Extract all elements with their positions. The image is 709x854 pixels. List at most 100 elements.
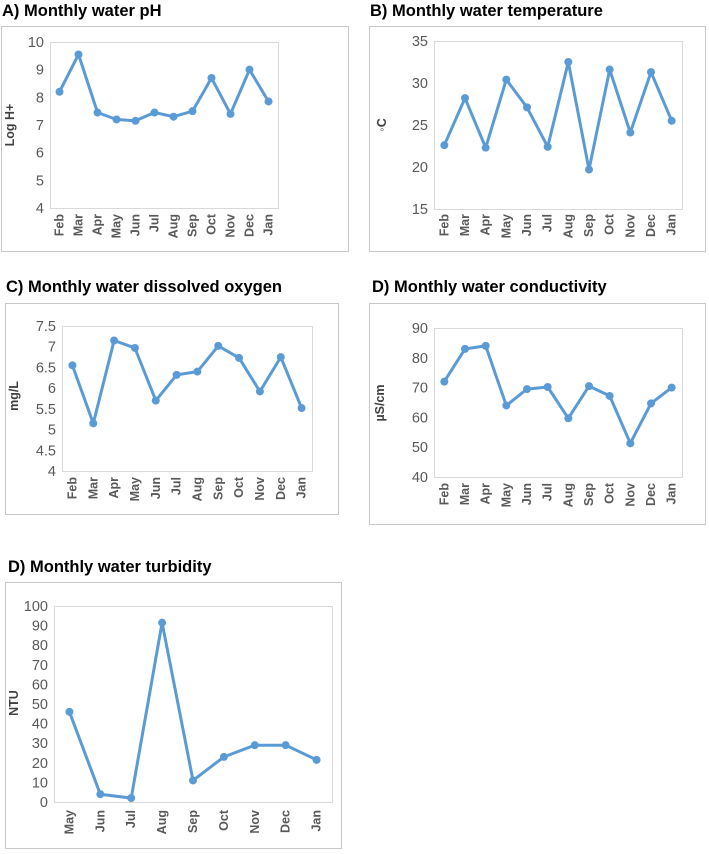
y-tick-label: 10 (28, 35, 44, 51)
ph-chart: 4 5 6 7 8 9 10 Log H+ Feb Mar Apr May Jun Jul Aug Sep Oc… (1, 26, 349, 252)
y-tick-label: 70 (412, 381, 428, 397)
y-tick-label: 5.5 (36, 402, 56, 418)
chart-frame (5, 303, 339, 515)
y-axis-label: mg/L (7, 381, 21, 411)
x-tick-label: Apr (107, 477, 121, 499)
y-tick-label: 4 (48, 464, 56, 480)
data-point (564, 58, 573, 66)
data-point (440, 377, 449, 386)
x-tick-label: Oct (232, 476, 246, 498)
x-tick-label: Oct (205, 213, 219, 235)
y-tick-label: 7.5 (36, 319, 56, 335)
y-tick-label: 50 (412, 440, 428, 456)
data-point (647, 68, 655, 77)
data-point (131, 116, 140, 125)
x-tick-label: Apr (479, 483, 493, 505)
y-tick-label: 90 (32, 619, 48, 635)
y-axis-label: Log H+ (3, 104, 17, 147)
x-tick-label: Aug (190, 477, 204, 501)
data-point (312, 755, 321, 764)
y-axis-label: µS/cm (373, 384, 387, 421)
plot-area (50, 42, 279, 209)
x-tick-label: Feb (53, 214, 67, 237)
plot-area (54, 606, 333, 803)
x-tick-label: Jun (149, 477, 163, 499)
y-tick-label: 40 (32, 717, 48, 733)
data-point (172, 370, 181, 379)
conductivity-chart: 40 50 60 70 80 90 µS/cm Feb Mar Apr May Jun Jul Aug Se… (369, 303, 706, 525)
y-tick-label: 50 (32, 697, 48, 713)
data-point (461, 344, 469, 353)
data-point (255, 387, 264, 396)
data-point (127, 794, 136, 803)
data-point (193, 367, 202, 376)
data-point (68, 361, 77, 370)
y-tick-label: 30 (412, 76, 428, 92)
plot-area (434, 41, 683, 210)
y-tick-label: 4.5 (36, 443, 56, 459)
x-tick-label: May (62, 810, 76, 834)
data-point (130, 343, 139, 352)
y-tick-label: 6.5 (36, 360, 56, 376)
data-point (605, 391, 614, 400)
chart-title: D) Monthly water conductivity (372, 278, 607, 296)
x-tick-label: Jul (541, 483, 555, 501)
data-point (150, 108, 159, 117)
y-tick-label: 0 (40, 795, 48, 811)
y-tick-label: 5 (48, 423, 56, 439)
x-tick-label: Jan (295, 477, 309, 499)
data-point (207, 73, 216, 82)
chart-frame (1, 26, 349, 252)
data-point (564, 414, 573, 423)
x-tick-label: Dec (243, 214, 257, 237)
x-tick-label: Nov (623, 483, 637, 507)
y-tick-label: 60 (412, 410, 428, 426)
y-tick-label: 20 (412, 160, 428, 176)
chart-panel-temperature: B) Monthly water temperature 15 20 25 30 35 ◦… (368, 0, 706, 252)
data-point (276, 353, 285, 362)
data-point (188, 107, 197, 116)
x-tick-label: Jun (520, 483, 534, 505)
data-point (226, 109, 235, 118)
data-point (169, 112, 178, 121)
y-tick-label: 6 (48, 381, 56, 397)
x-tick-label: Jul (541, 214, 555, 232)
data-point (440, 141, 449, 150)
x-tick-label: Jan (262, 214, 276, 236)
data-point (502, 401, 511, 410)
data-point (647, 399, 655, 408)
y-tick-label: 40 (412, 470, 428, 486)
data-point (281, 741, 290, 750)
data-point (74, 50, 83, 59)
data-point (626, 439, 635, 448)
chart-frame (369, 26, 706, 252)
data-point (235, 353, 244, 362)
x-tick-label: Sep (582, 483, 596, 506)
data-point (585, 165, 593, 174)
chart-panel-turbidity: D) Monthly water turbidity 0 10 20 30 40 50 60… (4, 558, 342, 850)
chart-panel-conductivity: D) Monthly water conductivity 40 50 60 70 80… (368, 278, 706, 526)
y-tick-label: 25 (412, 118, 428, 134)
data-point (55, 87, 64, 96)
x-tick-label: Nov (224, 214, 238, 238)
y-tick-label: 60 (32, 677, 48, 693)
x-tick-label: Jun (129, 214, 143, 236)
data-point (189, 776, 197, 785)
y-tick-label: 8 (36, 90, 44, 106)
series-line (70, 339, 304, 425)
x-tick-label: Mar (458, 214, 472, 236)
x-tick-label: Nov (623, 214, 637, 238)
data-point (523, 103, 531, 112)
y-tick-label: 90 (412, 321, 428, 337)
y-tick-label: 80 (412, 351, 428, 367)
x-tick-label: Sep (186, 214, 200, 237)
x-tick-label: Oct (603, 482, 617, 504)
turbidity-chart: 0 10 20 30 40 50 60 70 80 90 100 NTU May Jun Jul Aug Sep… (5, 582, 342, 849)
y-tick-label: 80 (32, 638, 48, 654)
y-tick-label: 15 (412, 202, 428, 218)
temperature-chart: 15 20 25 30 35 ◦C Feb Mar Apr May Jun Jul Aug Sep Oct N… (369, 26, 706, 252)
x-tick-label: Dec (274, 477, 288, 500)
x-tick-label: Dec (279, 810, 293, 833)
data-point (461, 94, 469, 103)
x-tick-label: Mar (458, 483, 472, 505)
